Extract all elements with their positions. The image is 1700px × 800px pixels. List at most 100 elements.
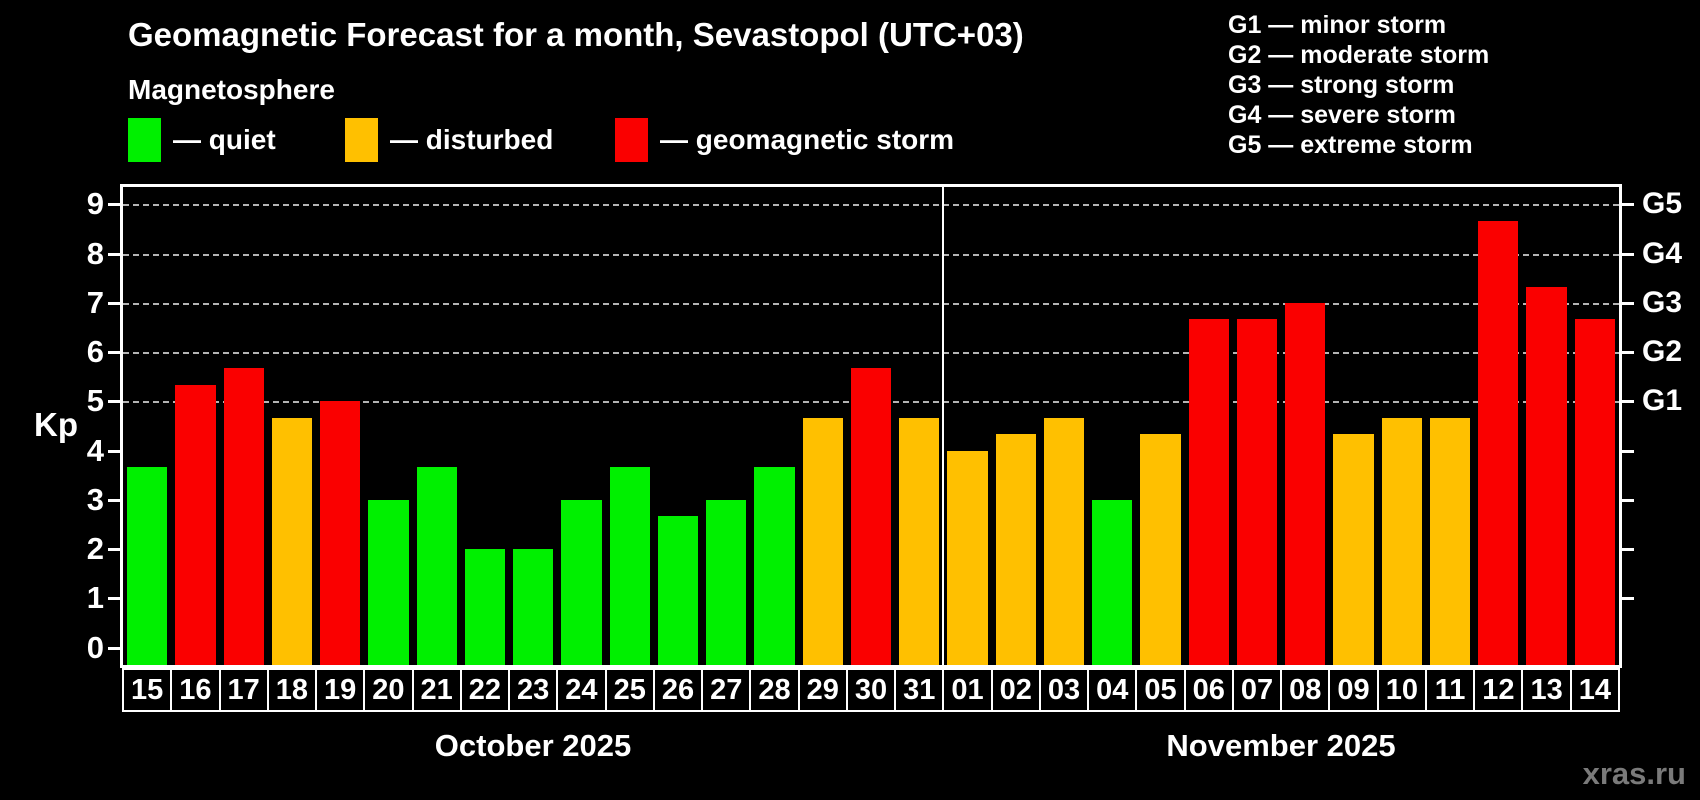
right-axis-label-g4: G4 [1642,236,1683,270]
y-axis-label-6: 6 [86,334,104,370]
quiet-swatch-icon [128,118,161,162]
month-separator [942,187,945,665]
day-label-27: 27 [701,668,752,712]
bar-day-05 [1140,434,1181,665]
legend-label-quiet: — quiet [173,124,276,155]
watermark: xras.ru [1582,756,1686,791]
day-label-15: 15 [122,668,173,712]
kp-bar-chart [120,184,1622,668]
day-label-29: 29 [797,668,848,712]
bar-day-12 [1478,220,1519,665]
day-label-07: 07 [1231,668,1283,712]
gridline-kp9 [123,204,1619,207]
g-legend-line-g3: G3 — strong storm [1228,71,1455,99]
right-axis-tick-9 [1622,203,1634,207]
right-axis-label-g2: G2 [1642,335,1683,369]
bar-day-09 [1333,434,1374,665]
day-label-04: 04 [1087,668,1138,712]
legend-label-storm: — geomagnetic storm [660,124,955,155]
day-label-12: 12 [1473,668,1524,712]
legend-item-disturbed: — disturbed [345,116,553,164]
bar-day-10 [1381,417,1422,665]
y-axis-label-8: 8 [86,235,104,271]
bar-day-23 [513,549,554,665]
day-label-03: 03 [1038,668,1090,712]
bar-day-17 [223,368,264,665]
day-label-20: 20 [363,668,414,712]
gridline-kp7 [123,302,1619,305]
day-label-19: 19 [315,668,366,712]
page-title: Geomagnetic Forecast for a month, Sevast… [128,16,1024,53]
disturbed-swatch-icon [345,118,378,162]
bar-day-25 [609,466,650,665]
bar-day-08 [1285,302,1326,665]
g-legend-line-g1: G1 — minor storm [1228,11,1447,39]
g-scale-legend: G1 — minor storm G2 — moderate storm G3 — … [1228,10,1489,160]
bar-day-26 [657,516,699,665]
bar-day-29 [802,417,843,665]
y-axis-label-0: 0 [86,629,104,665]
day-label-06: 06 [1183,668,1234,712]
y-axis-tick-3 [108,498,120,502]
day-label-23: 23 [508,668,559,712]
y-axis-label-9: 9 [86,186,104,222]
bar-day-18 [271,417,313,665]
chart-subtitle: Magnetosphere [128,74,335,105]
y-axis-label-7: 7 [86,284,104,320]
g-legend-line-g4: G4 — severe storm [1228,101,1456,129]
right-axis-tick-3 [1622,498,1634,502]
right-axis-tick-7 [1622,301,1634,305]
right-axis-tick-4 [1622,449,1634,453]
day-label-22: 22 [459,668,511,712]
day-label-01: 01 [942,668,993,712]
day-label-30: 30 [845,668,897,712]
right-axis-tick-6 [1622,351,1634,355]
bar-day-20 [368,499,409,665]
day-label-18: 18 [266,668,318,712]
y-axis-label-1: 1 [86,580,104,616]
bar-day-22 [464,549,506,665]
right-axis-label-g3: G3 [1642,285,1683,319]
day-label-11: 11 [1424,668,1476,712]
bar-day-31 [899,417,940,665]
bar-day-03 [1043,417,1085,665]
day-label-21: 21 [411,668,462,712]
g-legend-line-g5: G5 — extreme storm [1228,131,1473,159]
month-label-november: November 2025 [1166,728,1396,763]
bar-day-15 [127,466,168,665]
day-label-17: 17 [218,668,269,712]
month-label-october: October 2025 [434,728,632,763]
y-axis-tick-9 [108,203,120,207]
day-label-24: 24 [556,668,607,712]
right-axis-tick-2 [1622,548,1634,552]
day-label-08: 08 [1280,668,1331,712]
legend-label-disturbed: — disturbed [390,124,554,155]
day-label-02: 02 [990,668,1041,712]
legend-item-quiet: — quiet [128,116,276,164]
y-axis-tick-5 [108,400,120,404]
day-label-10: 10 [1376,668,1427,712]
day-label-25: 25 [604,668,655,712]
right-axis-tick-1 [1622,597,1634,601]
storm-swatch-icon [615,118,648,162]
legend-item-storm: — geomagnetic storm [615,116,954,164]
bar-day-19 [320,401,361,665]
right-axis-label-g1: G1 [1642,384,1683,418]
day-label-16: 16 [170,668,221,712]
bar-day-14 [1574,319,1615,665]
bar-day-27 [706,499,747,665]
gridline-kp6 [123,352,1619,355]
day-label-26: 26 [652,668,704,712]
y-axis-tick-8 [108,252,120,256]
bar-day-04 [1092,499,1133,665]
g-legend-line-g2: G2 — moderate storm [1228,41,1490,69]
y-axis-label-5: 5 [86,383,104,419]
day-label-14: 14 [1569,668,1620,712]
y-axis-tick-0 [108,646,120,650]
bar-day-28 [754,466,795,665]
bar-day-11 [1429,417,1471,665]
bar-day-24 [561,499,602,665]
day-label-09: 09 [1328,668,1379,712]
bar-day-21 [416,466,457,665]
bar-day-07 [1236,319,1278,665]
